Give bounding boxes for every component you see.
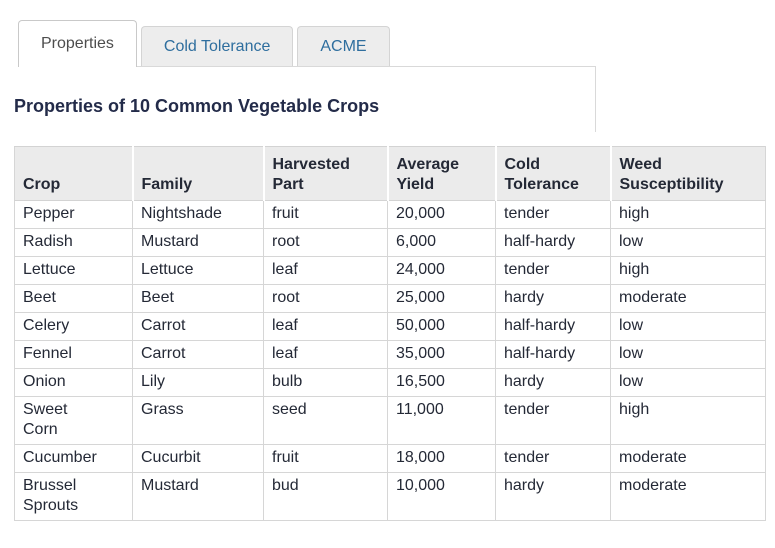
column-header: Average Yield — [386, 146, 496, 201]
table-cell: 10,000 — [387, 472, 496, 521]
table-cell: Mustard — [132, 228, 264, 257]
table-cell: Beet — [14, 284, 133, 313]
table-cell: low — [610, 340, 766, 369]
tab-acme[interactable]: ACME — [297, 26, 390, 66]
table-cell: moderate — [610, 444, 766, 473]
table-cell: 35,000 — [387, 340, 496, 369]
column-header: Harvested Part — [262, 146, 388, 201]
table-row: Brussel Sprouts Mustard bud 10,000 hardy mode… — [14, 472, 766, 521]
table-cell: root — [263, 228, 388, 257]
column-header: Family — [131, 146, 264, 201]
table-row: Onion Lily bulb 16,500 hardy low — [14, 368, 766, 397]
table-cell: 18,000 — [387, 444, 496, 473]
table-cell: leaf — [263, 340, 388, 369]
table-cell: Radish — [14, 228, 133, 257]
table-row: Radish Mustard root 6,000 half-hardy low — [14, 228, 766, 257]
table-cell: Cucurbit — [132, 444, 264, 473]
table-cell: 20,000 — [387, 200, 496, 229]
table-cell: high — [610, 396, 766, 445]
table-row: Lettuce Lettuce leaf 24,000 tender high — [14, 256, 766, 285]
table-cell: Pepper — [14, 200, 133, 229]
table-cell: root — [263, 284, 388, 313]
table-cell: 11,000 — [387, 396, 496, 445]
table-cell: Nightshade — [132, 200, 264, 229]
table-cell: seed — [263, 396, 388, 445]
table-cell: Brussel Sprouts — [14, 472, 133, 521]
table-cell: half-hardy — [495, 228, 611, 257]
table-cell: high — [610, 256, 766, 285]
table-cell: tender — [495, 444, 611, 473]
column-header: Cold Tolerance — [494, 146, 611, 201]
table-cell: moderate — [610, 284, 766, 313]
table-cell: half-hardy — [495, 312, 611, 341]
table-cell: Lettuce — [132, 256, 264, 285]
page-title: Properties of 10 Common Vegetable Crops — [14, 96, 380, 116]
table-row: Celery Carrot leaf 50,000 half-hardy low — [14, 312, 766, 341]
table-row: Pepper Nightshade fruit 20,000 tender high — [14, 200, 766, 229]
column-header: Weed Susceptibility — [609, 146, 766, 201]
table-cell: fruit — [263, 200, 388, 229]
tab-cold-tolerance[interactable]: Cold Tolerance — [140, 26, 294, 66]
tab-bar: Properties Cold Tolerance ACME — [0, 20, 775, 67]
crops-table: Crop Family Harvested Part Average Yield Col… — [14, 146, 766, 521]
table-cell: high — [610, 200, 766, 229]
table-row: Fennel Carrot leaf 35,000 half-hardy low — [14, 340, 766, 369]
table-cell: Celery — [14, 312, 133, 341]
table-cell: bud — [263, 472, 388, 521]
table-cell: fruit — [263, 444, 388, 473]
table-cell: leaf — [263, 312, 388, 341]
table-cell: tender — [495, 396, 611, 445]
table-cell: Lettuce — [14, 256, 133, 285]
table-cell: hardy — [495, 472, 611, 521]
table-cell: Carrot — [132, 340, 264, 369]
table-cell: Cucumber — [14, 444, 133, 473]
table-cell: low — [610, 312, 766, 341]
table-cell: 50,000 — [387, 312, 496, 341]
table-header-row: Crop Family Harvested Part Average Yield Col… — [14, 146, 766, 201]
column-header: Crop — [14, 146, 133, 201]
table-row: Sweet Corn Grass seed 11,000 tender high — [14, 396, 766, 445]
table-cell: low — [610, 368, 766, 397]
table-cell: bulb — [263, 368, 388, 397]
tab-panel: Properties of 10 Common Vegetable Crops — [14, 66, 596, 132]
table-cell: Grass — [132, 396, 264, 445]
table-cell: Carrot — [132, 312, 264, 341]
table-cell: tender — [495, 256, 611, 285]
table-cell: low — [610, 228, 766, 257]
table-cell: Lily — [132, 368, 264, 397]
table-cell: 16,500 — [387, 368, 496, 397]
tab-properties[interactable]: Properties — [18, 20, 137, 67]
table-row: Beet Beet root 25,000 hardy moderate — [14, 284, 766, 313]
table-cell: Mustard — [132, 472, 264, 521]
table-cell: half-hardy — [495, 340, 611, 369]
table-cell: hardy — [495, 284, 611, 313]
table-cell: 25,000 — [387, 284, 496, 313]
table-cell: leaf — [263, 256, 388, 285]
table-cell: tender — [495, 200, 611, 229]
table-cell: Onion — [14, 368, 133, 397]
table-row: Cucumber Cucurbit fruit 18,000 tender moderat… — [14, 444, 766, 473]
table-cell: Beet — [132, 284, 264, 313]
table-cell: Sweet Corn — [14, 396, 133, 445]
table-cell: 24,000 — [387, 256, 496, 285]
table-cell: Fennel — [14, 340, 133, 369]
table-cell: moderate — [610, 472, 766, 521]
table-cell: 6,000 — [387, 228, 496, 257]
table-cell: hardy — [495, 368, 611, 397]
